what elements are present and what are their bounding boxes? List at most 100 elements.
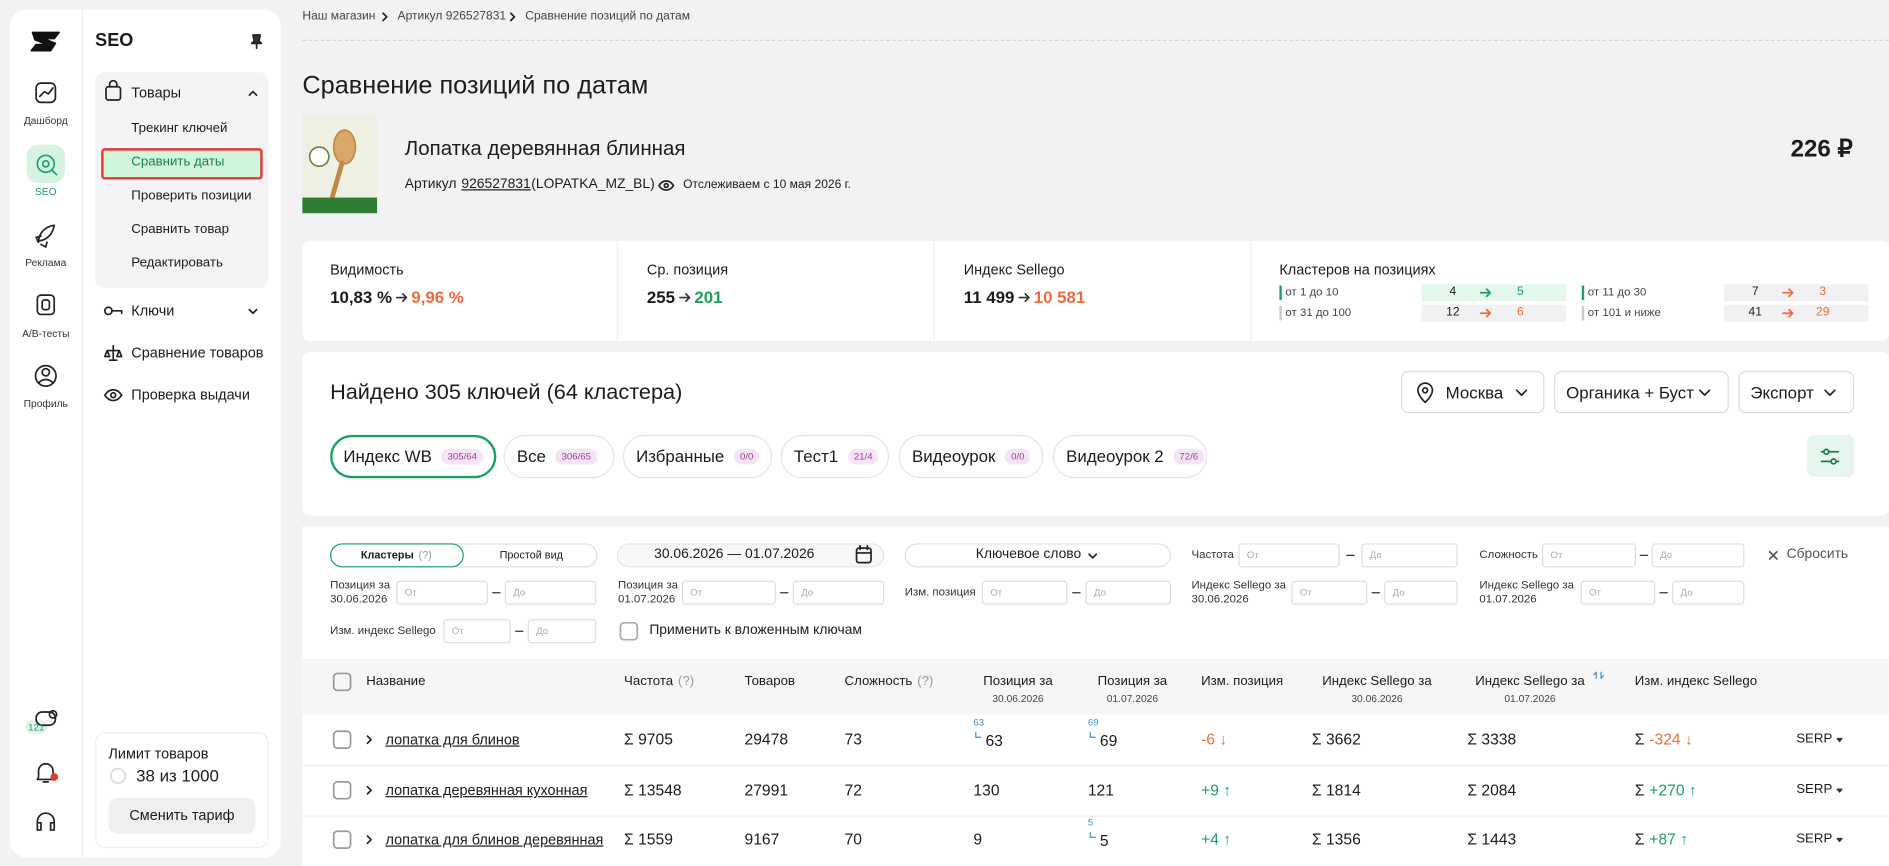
filter-label: Позиция за	[618, 578, 679, 592]
cluster-marker	[1581, 305, 1585, 321]
cluster-box	[1421, 304, 1567, 322]
tab-content[interactable]: Тест1 21/4	[794, 446, 879, 466]
breadcrumb[interactable]: Артикул 926527831	[397, 9, 507, 23]
menu-section[interactable]: Проверка выдачи	[131, 386, 250, 404]
menu-section[interactable]: Сравнение товаров	[131, 344, 264, 362]
keyword-name[interactable]: лопатка для блинов деревянная	[385, 831, 604, 848]
filter-input[interactable]	[504, 580, 597, 605]
dropdown-text[interactable]: Москва	[1445, 382, 1504, 402]
sku-label: Артикул	[404, 177, 457, 192]
rail-label[interactable]: A/B-тесты	[22, 327, 70, 340]
rail-label[interactable]: Профиль	[23, 397, 68, 410]
menu-item[interactable]: Редактировать	[131, 255, 223, 271]
dropdown[interactable]	[1554, 371, 1729, 414]
filter-input[interactable]	[1384, 580, 1458, 605]
sigma: Σ	[1634, 730, 1645, 749]
sku[interactable]: 926527831	[461, 177, 531, 192]
complexity: 72	[844, 780, 862, 799]
filter-input[interactable]	[1085, 580, 1171, 605]
view-option[interactable]: Кластеры (?)	[361, 549, 432, 562]
menu-item[interactable]: Проверить позиции	[131, 188, 252, 203]
index: Σ 3338	[1467, 730, 1517, 749]
select-all-checkbox[interactable]	[332, 672, 352, 692]
header-label: Частота	[624, 673, 674, 689]
index-change: Σ +270 ↑	[1635, 781, 1697, 800]
tab-content[interactable]: Видеоурок 0/0	[912, 446, 1031, 466]
keyword-name[interactable]: лопатка деревянная кухонная	[385, 781, 588, 799]
menu-item[interactable]: Сравнить товар	[131, 222, 229, 237]
scales-icon	[103, 344, 123, 362]
header-sub: 01.07.2026	[1504, 692, 1556, 705]
tariff-button[interactable]	[108, 797, 256, 834]
breadcrumb[interactable]: Наш магазин	[302, 9, 376, 23]
filter-input[interactable]	[1238, 543, 1340, 568]
dropdown[interactable]	[1738, 371, 1855, 414]
reset[interactable]: Сбросить	[1786, 547, 1849, 562]
filter-input[interactable]	[443, 619, 511, 644]
sort-icon	[1593, 671, 1605, 679]
seo-icon	[36, 154, 58, 176]
tab-content[interactable]: Индекс WB 305/64	[343, 446, 484, 466]
date-range[interactable]	[616, 543, 885, 568]
header-label: Индекс Sellego за	[1322, 673, 1432, 689]
position: 130	[973, 780, 1000, 799]
cluster-label: от 101 и ниже	[1587, 306, 1661, 320]
dropdown-text[interactable]: Экспорт	[1750, 382, 1814, 402]
tab-count: 305/64	[441, 448, 484, 465]
view-option[interactable]: Простой вид	[499, 548, 563, 561]
tariff-button-text[interactable]: Сменить тариф	[129, 806, 235, 824]
help: (?)	[677, 673, 695, 689]
row-checkbox[interactable]	[332, 781, 352, 800]
serp[interactable]: SERP	[1796, 831, 1833, 847]
serp[interactable]: SERP	[1796, 731, 1833, 747]
placeholder: От	[1550, 549, 1563, 561]
menu-item[interactable]: Трекинг ключей	[131, 120, 228, 136]
filter-input[interactable]	[1542, 543, 1636, 568]
filter-input[interactable]	[396, 580, 488, 605]
menu-section[interactable]: Ключи	[131, 302, 175, 320]
menu-section[interactable]: Товары	[131, 84, 182, 101]
filter-settings-button[interactable]	[1807, 434, 1855, 478]
cluster-box	[1421, 284, 1567, 302]
row-checkbox[interactable]	[332, 830, 352, 849]
filter-input[interactable]	[1651, 543, 1745, 568]
stat-label: Индекс Sellego	[963, 261, 1065, 279]
tab-content[interactable]: Избранные 0/0	[636, 446, 760, 466]
keyword-name[interactable]: лопатка для блинов	[385, 731, 520, 748]
rail-label[interactable]: SEO	[34, 185, 57, 198]
filter-input[interactable]	[981, 580, 1068, 605]
filter-label: Изм. позиция	[904, 585, 976, 600]
filter-input[interactable]	[1580, 580, 1656, 605]
filter-input[interactable]	[1361, 543, 1458, 568]
sigma: Σ	[1634, 780, 1645, 799]
tab-content[interactable]: Все 306/65	[517, 446, 598, 466]
position-change: +4 ↑	[1201, 830, 1232, 849]
rail-label[interactable]: Реклама	[25, 256, 67, 269]
stat-value: 11 499 10 581	[964, 287, 1086, 307]
header-label: Товаров	[744, 673, 795, 689]
index-change-value: +270 ↑	[1649, 780, 1697, 799]
tab-label: Избранные	[636, 446, 725, 466]
filter-input[interactable]	[681, 580, 776, 605]
menu-item[interactable]: Сравнить даты	[131, 154, 225, 170]
filter-input[interactable]	[1672, 580, 1745, 605]
tab-label: Индекс WB	[343, 446, 432, 466]
dropdown-text[interactable]: Органика + Буст	[1566, 382, 1694, 402]
apply-checkbox[interactable]	[619, 621, 639, 641]
keyword-select[interactable]	[904, 543, 1171, 568]
filter-input[interactable]	[527, 619, 597, 644]
cluster-box	[1723, 284, 1869, 302]
limit-title: Лимит товаров	[108, 745, 209, 763]
tab-count: 72/6	[1173, 448, 1205, 465]
row-checkbox[interactable]	[332, 730, 352, 749]
tab-label: Видеоурок	[911, 446, 996, 466]
filter-input[interactable]	[1291, 580, 1368, 605]
filter-input[interactable]	[792, 580, 885, 605]
filter-label: Частота	[1191, 548, 1234, 562]
tab-content[interactable]: Видеоурок 2 72/6	[1066, 446, 1205, 466]
keyword-text: Ключевое слово	[975, 547, 1082, 562]
rail-label[interactable]: Дашборд	[23, 114, 68, 127]
active-item	[101, 148, 263, 180]
serp[interactable]: SERP	[1796, 782, 1833, 797]
apply-label: Применить к вложенным ключам	[649, 622, 862, 638]
